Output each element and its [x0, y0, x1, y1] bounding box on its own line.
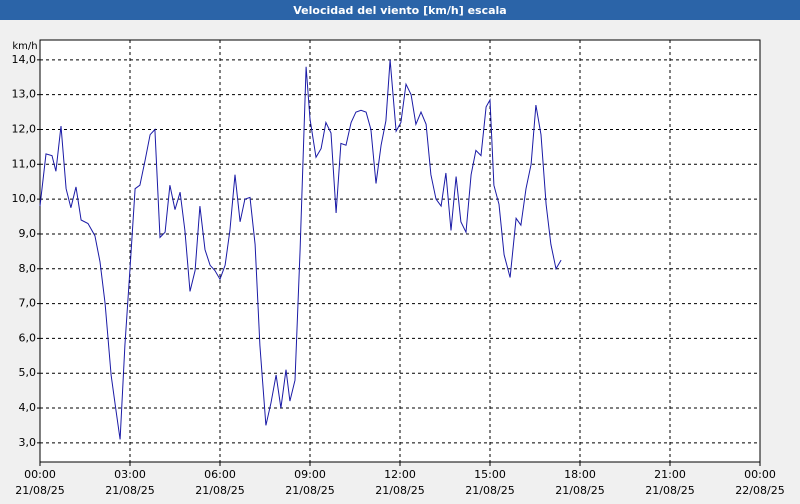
chart-title: Velocidad del viento [km/h] escala — [293, 4, 506, 17]
x-tick-label: 21/08/25 — [105, 484, 154, 497]
x-tick-label: 18:00 — [564, 468, 596, 481]
x-tick-label: 03:00 — [114, 468, 146, 481]
x-tick-label: 09:00 — [294, 468, 326, 481]
x-tick-label: 21/08/25 — [285, 484, 334, 497]
x-tick-label: 22/08/25 — [735, 484, 784, 497]
x-tick-label: 15:00 — [474, 468, 506, 481]
y-tick-label: 5,0 — [19, 366, 37, 379]
data-line — [39, 59, 562, 440]
y-tick-label: 10,0 — [12, 192, 37, 205]
y-tick-label: 3,0 — [19, 436, 37, 449]
y-tick-label: 8,0 — [19, 262, 37, 275]
x-tick-label: 12:00 — [384, 468, 416, 481]
y-tick-label: 9,0 — [19, 227, 37, 240]
x-tick-label: 21/08/25 — [15, 484, 64, 497]
y-tick-label: 7,0 — [19, 297, 37, 310]
x-tick-label: 00:00 — [24, 468, 56, 481]
title-bar — [0, 0, 800, 20]
y-tick-label: 13,0 — [12, 88, 37, 101]
y-tick-label: 12,0 — [12, 122, 37, 135]
x-tick-label: 21/08/25 — [645, 484, 694, 497]
x-tick-label: 00:00 — [744, 468, 776, 481]
x-tick-label: 21/08/25 — [465, 484, 514, 497]
x-tick-label: 21:00 — [654, 468, 686, 481]
y-axis-label: km/h — [12, 41, 37, 52]
x-tick-label: 21/08/25 — [195, 484, 244, 497]
y-tick-label: 4,0 — [19, 401, 37, 414]
y-tick-label: 11,0 — [12, 157, 37, 170]
x-tick-label: 21/08/25 — [375, 484, 424, 497]
x-tick-label: 06:00 — [204, 468, 236, 481]
x-tick-label: 21/08/25 — [555, 484, 604, 497]
y-tick-label: 14,0 — [12, 53, 37, 66]
y-tick-label: 6,0 — [19, 331, 37, 344]
